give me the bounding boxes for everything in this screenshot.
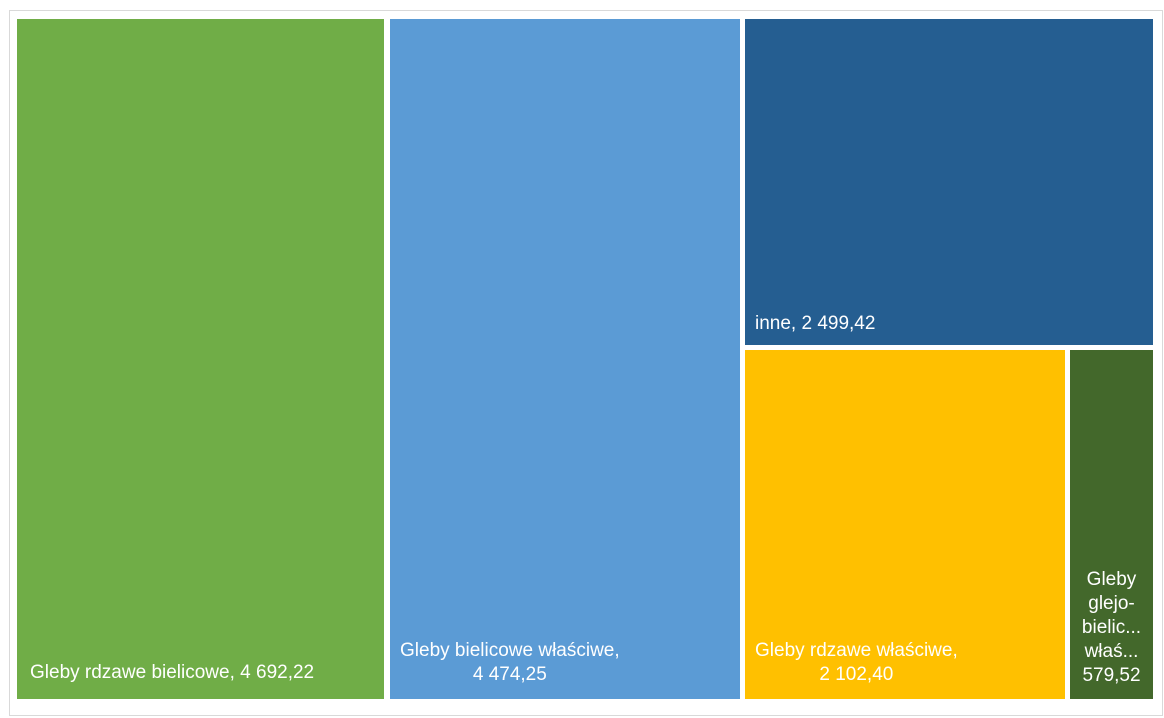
data-label-line: inne, 2 499,42	[755, 313, 876, 334]
data-label-line: 2 102,40	[819, 664, 894, 685]
tile-gleby-rdzawe-bielicowe-label: Gleby rdzawe bielicowe, 4 692,22	[30, 661, 314, 685]
tile-gleby-bielicowe-wlasciwe: Gleby bielicowe właściwe, 4 474,25	[390, 19, 740, 699]
chart-frame: Gleby rdzawe bielicowe, 4 692,22 Gleby bi…	[9, 10, 1163, 716]
data-label-line: 4 474,25	[472, 664, 547, 685]
tile-gleby-bielicowe-wlasciwe-label: Gleby bielicowe właściwe, 4 474,25	[400, 639, 620, 687]
data-label-line: właś...	[1084, 641, 1139, 662]
data-label-line: bielic...	[1081, 617, 1142, 638]
data-label-line: Gleby	[1086, 569, 1137, 590]
tile-gleby-rdzawe-bielicowe: Gleby rdzawe bielicowe, 4 692,22	[17, 19, 384, 699]
data-label-line: glejo-	[1088, 593, 1135, 614]
data-label-line: Gleby bielicowe właściwe,	[400, 640, 620, 661]
tile-gleby-rdzawe-wlasciwe: Gleby rdzawe właściwe, 2 102,40	[745, 350, 1065, 699]
tile-inne-label: inne, 2 499,42	[755, 312, 875, 336]
data-label-line: Gleby rdzawe właściwe,	[755, 640, 958, 661]
data-label-line: Gleby rdzawe bielicowe, 4 692,22	[30, 662, 315, 683]
tile-inne: inne, 2 499,42	[745, 19, 1153, 345]
tile-gleby-glejo-bielicowe-wlasciwe-label: Gleby glejo-bielic... właś... 579,52	[1070, 568, 1153, 688]
data-label-line: 579,52	[1082, 665, 1141, 686]
tile-gleby-rdzawe-wlasciwe-label: Gleby rdzawe właściwe, 2 102,40	[755, 639, 958, 687]
tile-gleby-glejo-bielicowe-wlasciwe: Gleby glejo-bielic... właś... 579,52	[1070, 350, 1153, 699]
